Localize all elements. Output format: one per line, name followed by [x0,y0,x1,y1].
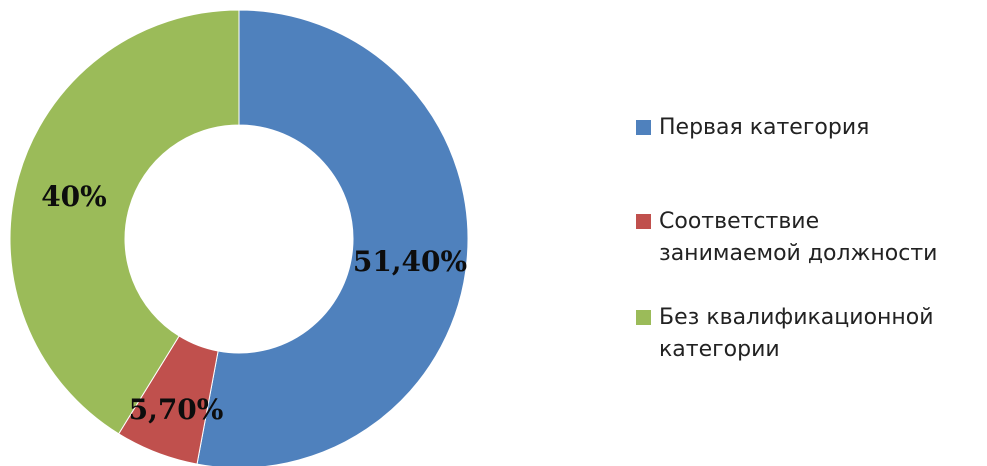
slice-no-category [9,9,240,435]
donut-slices [9,9,469,466]
legend-swatch-blue [636,120,651,135]
legend-label-line: категории [659,337,780,362]
legend-label: Без квалификационной категории [659,302,979,366]
legend-swatch-green [636,310,651,325]
legend-label-line: занимаемой должности [659,241,938,266]
slice-first-category [196,9,469,466]
legend-item-first-category: Первая категория [636,112,979,144]
legend-label-line: Первая категория [659,115,870,140]
data-label-position-compliance: 5,70% [129,393,224,426]
legend-label-line: Без квалификационной [659,305,934,330]
donut-data-labels: 51,40% 5,70% 40% [41,180,467,426]
legend-label: Первая категория [659,112,979,144]
legend-label: Соответствие занимаемой должности [659,206,979,270]
legend-swatch-red [636,214,651,229]
legend-item-position-compliance: Соответствие занимаемой должности [636,206,979,270]
data-label-no-category: 40% [41,180,107,213]
legend-label-line: Соответствие [659,209,820,234]
data-label-first-category: 51,40% [353,245,467,278]
legend-item-no-category: Без квалификационной категории [636,302,979,366]
